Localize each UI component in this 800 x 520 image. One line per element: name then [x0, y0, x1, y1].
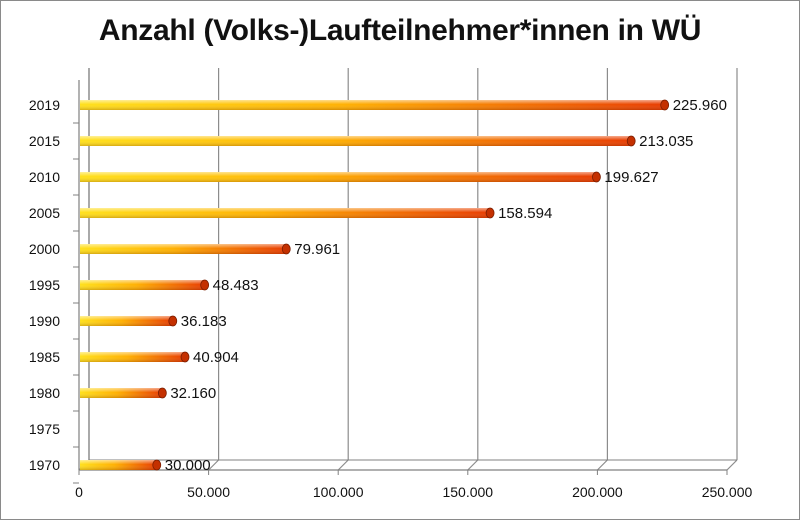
bar — [80, 243, 291, 255]
y-tick-label: 1985 — [29, 349, 60, 365]
bar-end-cap — [200, 279, 210, 291]
x-tick-label: 250.000 — [702, 484, 753, 500]
bar-end-cap — [281, 243, 291, 255]
gridline-floor — [337, 459, 349, 471]
bar — [80, 207, 495, 219]
bar-end-cap — [485, 207, 495, 219]
gridline-floor — [596, 459, 608, 471]
bar-shading — [80, 136, 632, 146]
gridline-floor — [726, 459, 738, 471]
gridline-floor — [208, 459, 220, 471]
bar — [80, 279, 210, 291]
y-tick-label: 1970 — [29, 457, 60, 473]
bar-end-cap — [157, 387, 167, 399]
bar-end-cap — [152, 459, 162, 471]
gridlines — [78, 68, 738, 471]
bar-shading — [80, 280, 205, 290]
bar — [80, 351, 190, 363]
data-label: 199.627 — [604, 169, 658, 186]
data-label: 158.594 — [498, 205, 552, 222]
y-tick-label: 1980 — [29, 385, 60, 401]
x-tick-label: 200.000 — [572, 484, 623, 500]
data-label: 40.904 — [193, 349, 239, 366]
x-tick-label: 100.000 — [313, 484, 364, 500]
y-tick-label: 1990 — [29, 313, 60, 329]
data-label: 32.160 — [170, 385, 216, 402]
y-tick-label: 2005 — [29, 205, 60, 221]
x-tick-label: 150.000 — [442, 484, 493, 500]
y-tick-label: 2019 — [29, 97, 60, 113]
data-label: 30.000 — [165, 457, 211, 474]
bar — [80, 135, 636, 147]
y-tick-label: 2010 — [29, 169, 60, 185]
labels: 2019 2015 2010 2005 2000 1995 1990 1985 1980 1975… — [29, 97, 753, 500]
bar — [80, 459, 162, 471]
chart-title: Anzahl (Volks-)Laufteilnehmer*innen in W… — [98, 14, 702, 47]
bar-end-cap — [626, 135, 636, 147]
bar-shading — [80, 460, 157, 470]
data-label: 225.960 — [673, 97, 727, 114]
data-label: 79.961 — [294, 241, 340, 258]
gridline-floor — [467, 459, 479, 471]
bars — [80, 99, 670, 471]
bar-end-cap — [660, 99, 670, 111]
bar-shading — [80, 208, 491, 218]
bar-shading — [80, 352, 186, 362]
data-label: 213.035 — [639, 133, 693, 150]
data-label: 48.483 — [213, 277, 259, 294]
bar-end-cap — [168, 315, 178, 327]
y-tick-label: 2000 — [29, 241, 60, 257]
bar — [80, 99, 670, 111]
bar-shading — [80, 244, 287, 254]
bar — [80, 387, 167, 399]
bar-end-cap — [180, 351, 190, 363]
y-tick-label: 1975 — [29, 421, 60, 437]
bar-shading — [80, 388, 163, 398]
x-tick-label: 50.000 — [187, 484, 230, 500]
y-tick-label: 1995 — [29, 277, 60, 293]
bar-shading — [80, 100, 665, 110]
bar — [80, 171, 601, 183]
bar-shading — [80, 172, 597, 182]
y-tick-label: 2015 — [29, 133, 60, 149]
bar-end-cap — [592, 171, 601, 183]
bar — [80, 315, 178, 327]
bar-shading — [80, 316, 173, 326]
data-label: 36.183 — [181, 313, 227, 330]
x-tick-label: 0 — [75, 484, 83, 500]
axes — [73, 68, 737, 484]
